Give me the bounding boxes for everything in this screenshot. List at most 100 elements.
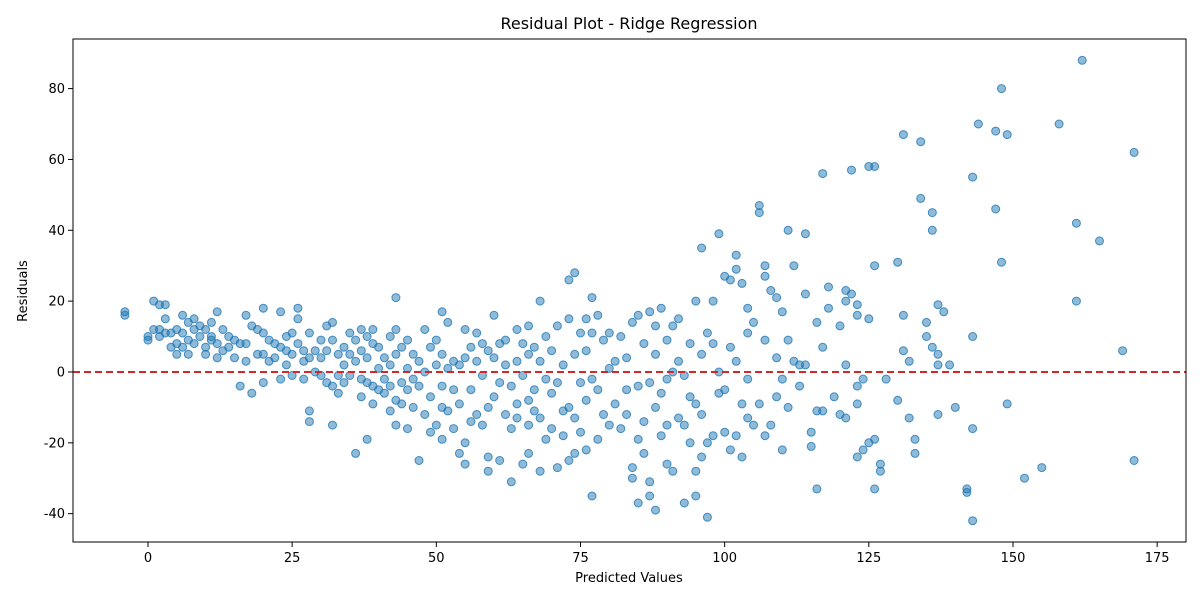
data-point bbox=[345, 349, 355, 359]
data-point bbox=[454, 360, 464, 370]
data-point bbox=[276, 374, 286, 384]
data-point bbox=[806, 427, 816, 437]
data-point bbox=[812, 317, 822, 327]
data-point bbox=[997, 257, 1006, 267]
data-point bbox=[1095, 236, 1104, 246]
data-point bbox=[258, 328, 268, 338]
data-point bbox=[939, 307, 949, 317]
data-point bbox=[397, 342, 407, 352]
data-point bbox=[789, 261, 799, 271]
data-point bbox=[731, 356, 741, 366]
data-point bbox=[777, 374, 787, 384]
data-point bbox=[379, 374, 389, 384]
data-point bbox=[893, 257, 903, 267]
data-point bbox=[737, 399, 747, 409]
data-point bbox=[276, 307, 286, 317]
data-point bbox=[1002, 399, 1012, 409]
data-point bbox=[351, 335, 361, 345]
data-point bbox=[472, 328, 482, 338]
data-point bbox=[178, 328, 188, 338]
data-point bbox=[495, 456, 505, 465]
data-point bbox=[408, 349, 418, 359]
data-point bbox=[714, 229, 724, 239]
x-tick-label: 125 bbox=[856, 551, 881, 566]
data-point bbox=[651, 505, 660, 515]
data-point bbox=[143, 335, 153, 345]
data-point bbox=[414, 356, 424, 366]
data-point bbox=[310, 346, 320, 356]
data-point bbox=[616, 424, 626, 434]
data-point bbox=[835, 321, 845, 331]
data-point bbox=[547, 424, 557, 434]
data-point bbox=[847, 289, 856, 299]
data-point bbox=[506, 381, 516, 391]
data-point bbox=[328, 381, 337, 391]
data-point bbox=[691, 296, 701, 306]
data-point bbox=[374, 363, 384, 373]
data-point bbox=[299, 374, 309, 384]
data-point bbox=[587, 328, 597, 338]
data-point bbox=[639, 417, 649, 427]
data-point bbox=[760, 431, 770, 441]
data-point bbox=[489, 310, 499, 320]
data-point bbox=[472, 356, 482, 366]
data-point bbox=[651, 402, 660, 412]
data-point bbox=[529, 406, 539, 416]
data-point bbox=[904, 356, 914, 366]
data-point bbox=[864, 314, 874, 324]
data-point bbox=[916, 137, 926, 147]
data-point bbox=[293, 314, 303, 324]
data-point bbox=[581, 346, 591, 356]
data-point bbox=[356, 346, 366, 356]
data-point bbox=[587, 374, 597, 384]
data-point bbox=[426, 427, 435, 437]
data-point bbox=[230, 353, 239, 363]
data-point bbox=[760, 271, 770, 281]
data-point bbox=[437, 349, 447, 359]
data-point bbox=[518, 459, 528, 469]
data-point bbox=[933, 360, 943, 370]
data-point bbox=[299, 346, 309, 356]
data-point bbox=[777, 307, 787, 317]
data-point bbox=[593, 385, 603, 395]
data-point bbox=[893, 395, 903, 405]
data-point bbox=[454, 399, 464, 409]
data-point bbox=[449, 424, 459, 434]
data-point bbox=[212, 307, 222, 317]
y-axis-ticks: -40 -20 0 20 40 60 80 bbox=[44, 82, 73, 522]
data-point bbox=[639, 339, 649, 349]
data-point bbox=[916, 193, 926, 203]
data-point bbox=[593, 434, 603, 444]
data-point bbox=[766, 286, 776, 295]
data-point bbox=[160, 300, 170, 310]
data-point bbox=[333, 388, 343, 398]
data-point bbox=[725, 445, 735, 455]
data-point bbox=[489, 392, 499, 402]
data-point bbox=[351, 448, 361, 458]
data-point bbox=[512, 325, 522, 334]
data-point bbox=[927, 208, 937, 218]
y-tick-label: 40 bbox=[48, 224, 65, 239]
data-point bbox=[328, 420, 337, 430]
data-point bbox=[454, 448, 464, 458]
data-point bbox=[691, 399, 701, 409]
x-axis-label: Predicted Values bbox=[575, 571, 683, 586]
data-point bbox=[731, 264, 741, 274]
data-point bbox=[731, 431, 741, 441]
data-point bbox=[535, 413, 545, 423]
data-point bbox=[552, 463, 562, 473]
data-point bbox=[547, 388, 557, 398]
data-point bbox=[858, 445, 868, 455]
data-point bbox=[1020, 473, 1029, 483]
data-point bbox=[708, 431, 718, 441]
data-point bbox=[189, 314, 199, 324]
data-point bbox=[743, 413, 753, 423]
data-point bbox=[587, 293, 597, 303]
data-point bbox=[483, 452, 493, 462]
data-point bbox=[760, 335, 770, 345]
data-point bbox=[529, 385, 539, 395]
data-point bbox=[933, 349, 943, 359]
data-point bbox=[466, 417, 476, 427]
data-point bbox=[178, 310, 188, 320]
